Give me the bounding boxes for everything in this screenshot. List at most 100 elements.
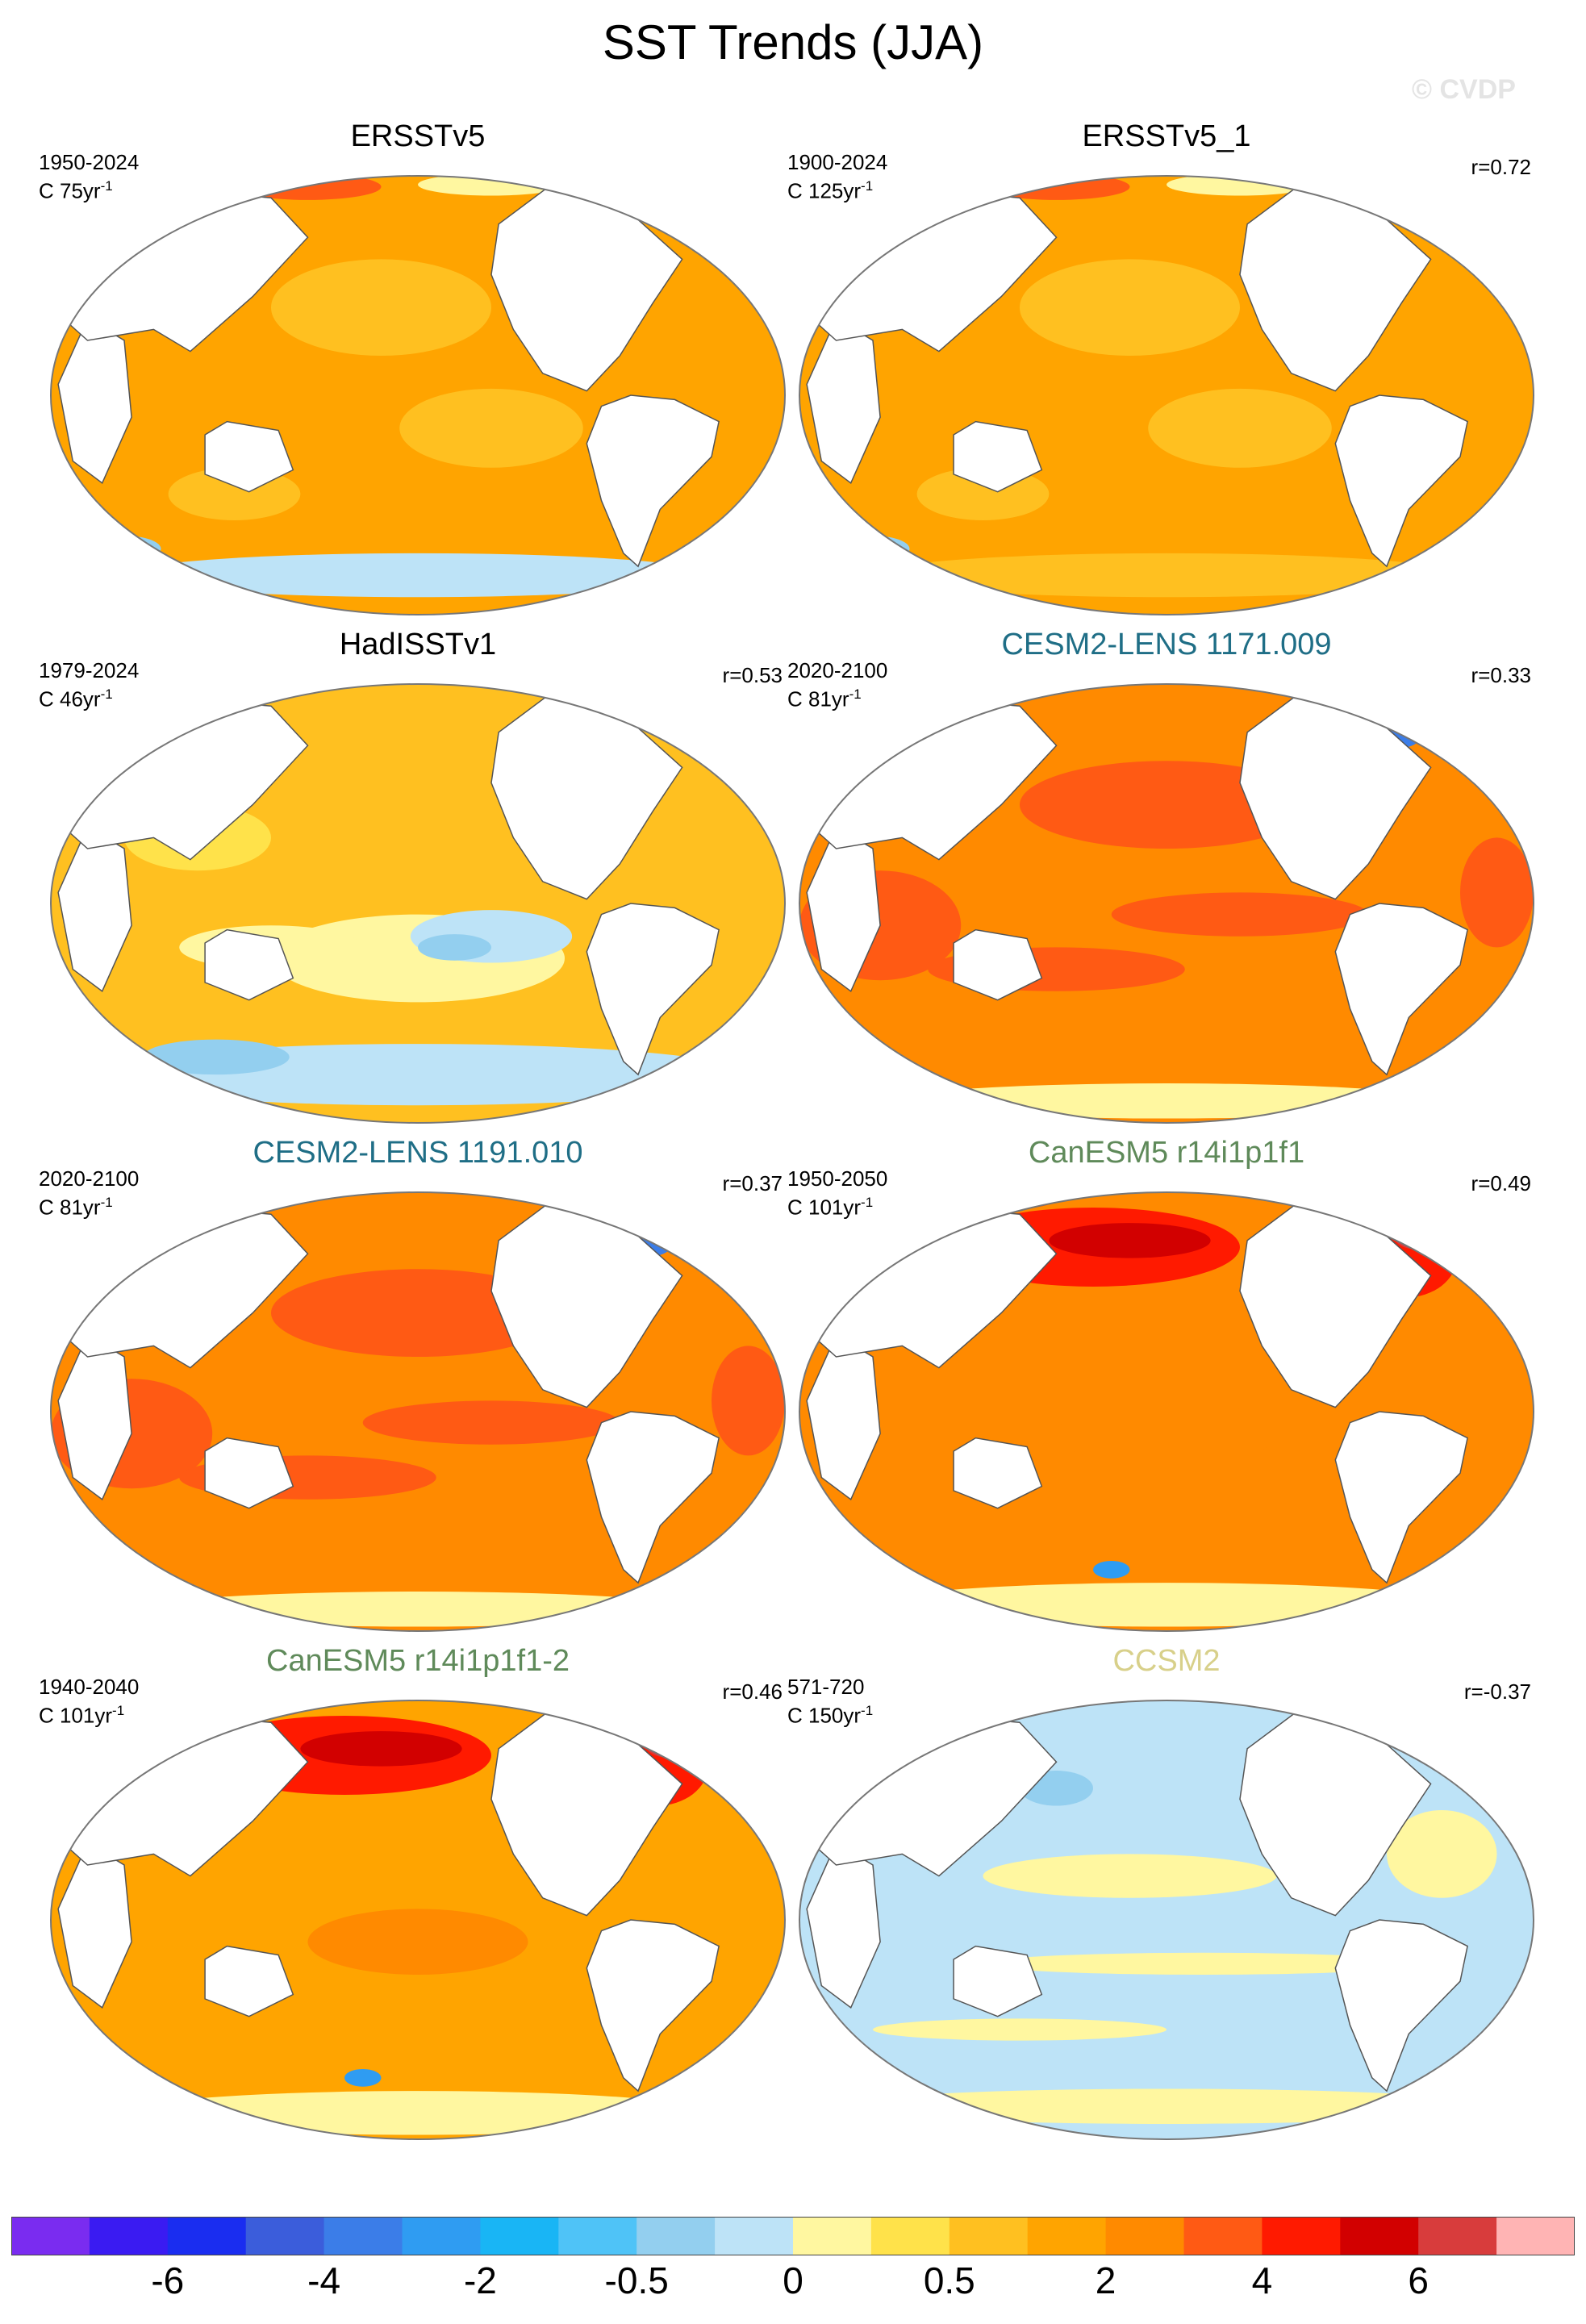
colorbar-swatch	[558, 2217, 637, 2255]
map-plot	[799, 1191, 1534, 1632]
colorbar-swatch	[1105, 2217, 1184, 2255]
colorbar-swatch	[402, 2217, 481, 2255]
landmass-australia	[204, 1945, 294, 2017]
map-panel: HadISSTv1 1979-2024 C 46yr-1 r=0.53	[39, 628, 797, 1144]
trend-anomaly	[142, 1039, 290, 1075]
panel-title: CanESM5 r14i1p1f1-2	[266, 1644, 570, 1678]
landmass-australia	[953, 1437, 1043, 1509]
panel-scale-text: C 75yr	[39, 178, 101, 203]
colorbar-swatch	[323, 2217, 403, 2255]
map-border	[50, 1191, 786, 1632]
colorbar-swatch	[1340, 2217, 1419, 2255]
panel-scale: C 150yr-1	[787, 1699, 873, 1728]
trend-anomaly	[1394, 1223, 1438, 1250]
landmass-greenland	[644, 687, 698, 720]
panel-period: 1950-2024	[39, 150, 140, 174]
colorbar-swatch	[715, 2217, 794, 2255]
panel-title: CESM2-LENS 1171.009	[1001, 628, 1332, 661]
panel-scale-exponent: -1	[112, 1703, 125, 1718]
panel-correlation: r=-0.37	[1463, 1679, 1531, 1704]
ocean-field	[799, 1700, 1534, 2139]
colorbar-tick-label: 0	[783, 2259, 803, 2301]
trend-anomaly	[873, 1583, 1460, 1627]
colorbar-tick-label: 0.5	[923, 2259, 975, 2301]
colorbar-tick-label: -2	[463, 2259, 497, 2301]
map-border	[50, 683, 786, 1124]
panel-correlation: r=0.72	[1471, 155, 1531, 179]
colorbar-swatch	[793, 2217, 872, 2255]
trend-anomaly	[983, 1952, 1424, 1975]
colorbar-tick-label: 2	[1095, 2259, 1116, 2301]
colorbar	[11, 2217, 1575, 2255]
colorbar-swatch	[167, 2217, 247, 2255]
trend-anomaly	[307, 1909, 528, 1975]
map-panel: CanESM5 r14i1p1f1-2 1940-2040 C 101yr-1 r=0…	[39, 1644, 797, 2160]
landmass-south-america	[1334, 1411, 1468, 1584]
panel-correlation: r=0.49	[1471, 1171, 1531, 1195]
trend-anomaly	[1093, 1560, 1130, 1579]
landmass-greenland	[644, 179, 698, 212]
trend-anomaly	[271, 259, 491, 357]
panel-correlation: r=0.46	[722, 1679, 783, 1704]
trend-anomaly	[418, 934, 491, 961]
panel-scale-text: C 46yr	[39, 686, 101, 711]
map-border	[50, 1700, 786, 2140]
landmass-greenland	[1392, 1704, 1446, 1737]
panel-period: 2020-2100	[787, 658, 888, 682]
panel-period: 1979-2024	[39, 658, 140, 682]
map-panel: CESM2-LENS 1171.009 2020-2100 C 81yr-1 r=0.…	[787, 628, 1546, 1144]
map-border	[799, 683, 1534, 1124]
trend-anomaly	[836, 2088, 1497, 2124]
panel-scale-exponent: -1	[100, 178, 113, 194]
landmass-south-america	[586, 394, 720, 568]
map-border	[50, 175, 786, 615]
trend-anomaly	[873, 2018, 1167, 2041]
landmass-australia	[953, 1945, 1043, 2017]
panel-scale: C 81yr-1	[39, 1191, 113, 1220]
panel-scale: C 81yr-1	[787, 682, 862, 711]
trend-anomaly	[1049, 1223, 1211, 1258]
trend-anomaly	[836, 536, 910, 562]
panel-title: ERSSTv5_1	[1082, 119, 1251, 153]
landmass-greenland	[1392, 687, 1446, 720]
trend-anomaly	[983, 1854, 1277, 1898]
panel-title: CanESM5 r14i1p1f1	[1028, 1136, 1305, 1170]
colorbar-swatch	[870, 2217, 950, 2255]
panel-title: HadISSTv1	[339, 628, 497, 661]
landmass-greenland	[1392, 179, 1446, 212]
panel-scale-exponent: -1	[100, 1195, 113, 1210]
landmass-south-america	[586, 1411, 720, 1584]
colorbar-tick-label: -4	[307, 2259, 341, 2301]
colorbar-swatch	[1418, 2217, 1497, 2255]
panel-scale: C 101yr-1	[39, 1699, 124, 1728]
map-plot	[50, 1700, 786, 2140]
trend-anomaly	[712, 1346, 785, 1456]
landmass-australia	[204, 1437, 294, 1509]
colorbar-labels: -6 -4 -2 -0.5 0 0.5 2 4 6	[0, 2259, 1586, 2307]
colorbar-tick-label: 4	[1251, 2259, 1273, 2301]
map-panel: CanESM5 r14i1p1f1 1950-2050 C 101yr-1 r=0.4…	[787, 1136, 1546, 1652]
landmass-south-america	[586, 1919, 720, 2092]
trend-anomaly	[645, 1731, 690, 1758]
map-panel: CCSM2 571-720 C 150yr-1 r=-0.37	[787, 1644, 1546, 2160]
panel-scale-text: C 125yr	[787, 178, 862, 203]
panel-period: 571-720	[787, 1675, 865, 1699]
panel-scale: C 101yr-1	[787, 1191, 873, 1220]
landmass-greenland	[644, 1195, 698, 1229]
trend-anomaly	[300, 1731, 462, 1767]
panel-scale-exponent: -1	[100, 686, 113, 702]
landmass-australia	[204, 928, 294, 1001]
panel-period: 1950-2050	[787, 1166, 888, 1191]
colorbar-swatch	[89, 2217, 169, 2255]
landmass-greenland	[1392, 1195, 1446, 1229]
panel-period: 2020-2100	[39, 1166, 140, 1191]
panel-scale-text: C 101yr	[39, 1703, 113, 1728]
colorbar-swatch	[480, 2217, 559, 2255]
trend-anomaly	[124, 553, 712, 598]
colorbar-outline	[11, 2217, 1575, 2255]
panel-scale: C 75yr-1	[39, 174, 113, 203]
panel-title: CESM2-LENS 1191.010	[253, 1136, 583, 1170]
trend-anomaly	[1387, 1810, 1497, 1898]
landmass-australia	[204, 420, 294, 493]
panel-period: 1940-2040	[39, 1675, 140, 1699]
